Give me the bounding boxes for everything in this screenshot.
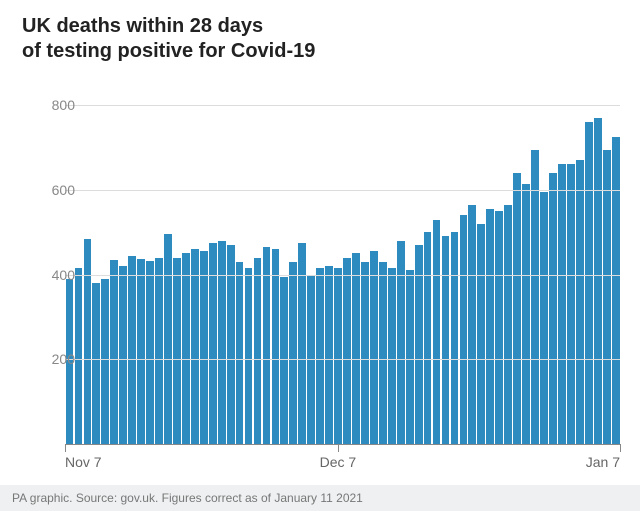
bar [101,279,109,444]
x-axis-tick [338,444,339,452]
bar [460,215,468,444]
bar [146,261,154,444]
bar [209,243,217,444]
bar [173,258,181,444]
plot-area [65,84,620,444]
bar [164,234,172,444]
x-axis-label: Dec 7 [320,454,357,470]
bar [182,253,190,444]
bar [236,262,244,444]
gridline [65,359,620,360]
gridline [65,275,620,276]
bar [334,268,342,444]
bar [245,268,253,444]
bar-group [65,84,620,444]
bar [370,251,378,444]
bar [397,241,405,444]
bar [468,205,476,444]
bar [84,239,92,444]
bar [289,262,297,444]
bar [576,160,584,444]
chart-title: UK deaths within 28 days of testing posi… [22,14,315,64]
bar [406,270,414,444]
x-axis-label: Jan 7 [586,454,620,470]
bar [513,173,521,444]
bar [343,258,351,444]
bar [379,262,387,444]
gridline [65,105,620,106]
gridline [65,190,620,191]
bar [504,205,512,444]
bar [531,150,539,444]
bar [388,268,396,444]
bar [155,258,163,444]
bar [540,192,548,444]
bar [495,211,503,444]
bar [119,266,127,444]
y-axis-label: 400 [52,267,75,283]
bar [272,249,280,444]
bar [254,258,262,444]
bar [325,266,333,444]
bar [594,118,602,444]
bar [612,137,620,444]
x-axis-tick [65,444,66,452]
bar [442,236,450,444]
bar [522,184,530,444]
chart-container: UK deaths within 28 days of testing posi… [0,0,640,511]
bar [75,268,83,444]
y-axis-label: 600 [52,182,75,198]
bar [451,232,459,444]
bar [361,262,369,444]
bar [200,251,208,444]
bar [477,224,485,444]
bar [298,243,306,444]
bar [110,260,118,444]
bar [137,259,145,445]
bar [218,241,226,444]
bar [433,220,441,444]
x-axis-tick [620,444,621,452]
bar [486,209,494,444]
bar [558,164,566,444]
bar [316,268,324,444]
bar [549,173,557,444]
bar [191,249,199,444]
bar [352,253,360,444]
bar [92,283,100,444]
bar [603,150,611,444]
source-footer: PA graphic. Source: gov.uk. Figures corr… [0,485,640,511]
y-axis-label: 200 [52,351,75,367]
x-axis-line [65,444,620,445]
y-axis-label: 800 [52,97,75,113]
x-axis-label: Nov 7 [65,454,102,470]
bar [567,164,575,444]
bar [585,122,593,444]
bar [280,277,288,444]
bar [128,256,136,444]
bar [263,247,271,444]
bar [424,232,432,444]
